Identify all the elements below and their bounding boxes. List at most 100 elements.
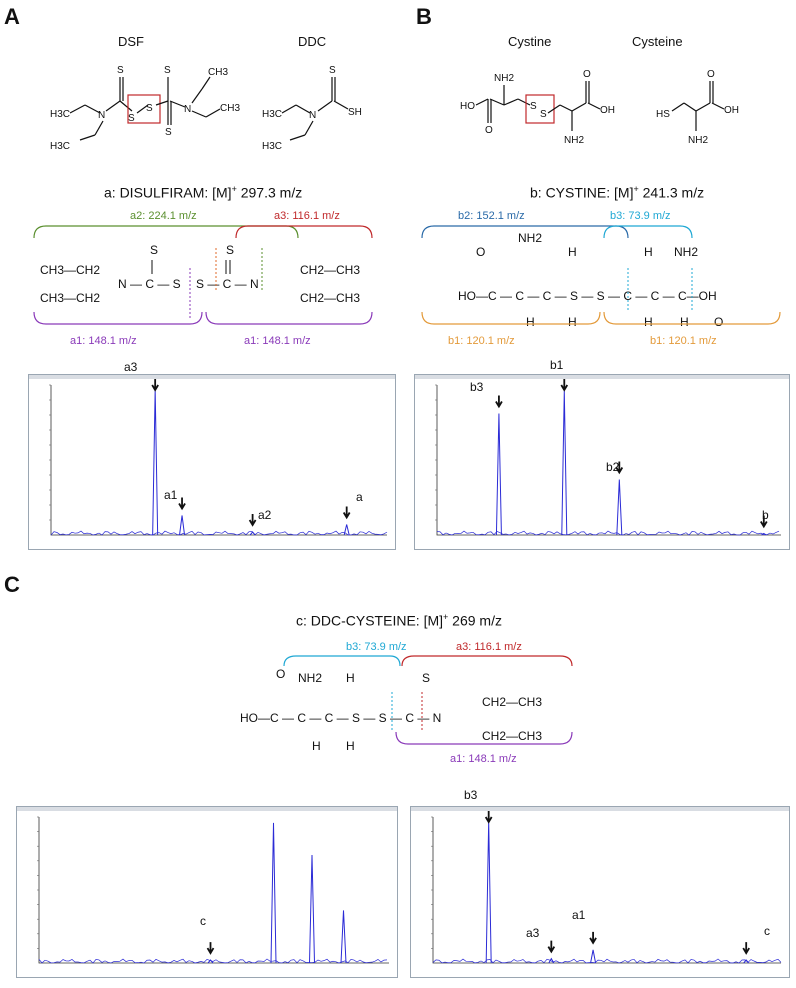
svg-text:HO: HO (460, 101, 475, 112)
svg-text:O: O (707, 69, 715, 80)
svg-text:NH2: NH2 (674, 245, 698, 259)
baseline-trace (50, 530, 388, 536)
frag-b3-label: b3: 73.9 m/z (610, 210, 671, 222)
svg-text:NH2: NH2 (688, 135, 708, 146)
spectrum-a (28, 374, 396, 550)
spectrum-peak (343, 524, 350, 536)
peak-arrow (178, 497, 186, 511)
svg-text:S: S (150, 243, 158, 257)
spectrum-c-left (16, 806, 398, 978)
spectrum-peak (179, 515, 186, 536)
svg-text:N — C — S: N — C — S (118, 277, 181, 291)
peak-label-c-b3: b3 (464, 788, 478, 802)
svg-text:H3C: H3C (50, 141, 70, 152)
svg-text:HO—C — C — C — S — S — C — N: HO—C — C — C — S — S — C — N (240, 711, 441, 725)
disulfiram-title: a: DISULFIRAM: [M]+ 297.3 m/z (104, 184, 303, 201)
spectrum-peak (207, 959, 214, 964)
svg-text:S: S (540, 109, 547, 120)
spectrum-c-left-header (17, 807, 397, 811)
svg-text:HO—C — C — C — S — S — C — C —: HO—C — C — C — S — S — C — C — C—OH (458, 289, 717, 303)
peak-label-b: b (762, 508, 769, 522)
svg-text:O: O (476, 245, 485, 259)
svg-text:CH2—CH3: CH2—CH3 (482, 695, 542, 709)
ddc-cysteine-fragmentation: b3: 73.9 m/z a3: 116.1 m/z O NH2 H S HO—… (240, 641, 573, 765)
svg-text:CH3: CH3 (220, 103, 240, 114)
frag-c-b3-label: b3: 73.9 m/z (346, 641, 407, 653)
spectrum-peak (743, 959, 750, 964)
peak-arrow (742, 942, 750, 955)
peak-label-a2: a2 (258, 508, 272, 522)
dsf-label: DSF (118, 34, 144, 49)
frag-b1-left-label: b1: 120.1 m/z (448, 335, 515, 347)
peak-arrow (760, 515, 768, 529)
peak-label-a1: a1 (164, 488, 178, 502)
peak-arrow (589, 931, 597, 945)
cysteine-label: Cysteine (632, 34, 683, 49)
spectrum-b-header (415, 375, 789, 379)
svg-text:S: S (117, 65, 124, 76)
svg-text:S: S (422, 671, 430, 685)
peak-label-c-right: c (764, 924, 770, 938)
svg-text:H: H (568, 315, 577, 329)
spectrum-peak (340, 910, 347, 964)
svg-text:NH2: NH2 (564, 135, 584, 146)
svg-text:H3C: H3C (50, 109, 70, 120)
frag-c-a1-label: a1: 148.1 m/z (450, 753, 517, 765)
ddc-cysteine-title: c: DDC-CYSTEINE: [M]+ 269 m/z (296, 612, 502, 629)
cystine-title: b: CYSTINE: [M]+ 241.3 m/z (530, 184, 705, 201)
svg-text:O: O (714, 315, 723, 329)
peak-label-c-left: c (200, 914, 206, 928)
peak-label-a: a (356, 490, 363, 504)
svg-text:CH2—CH3: CH2—CH3 (482, 729, 542, 743)
peak-arrow (342, 506, 351, 520)
svg-text:SH: SH (348, 107, 362, 118)
svg-text:H: H (346, 739, 355, 753)
svg-text:H: H (346, 671, 355, 685)
peak-arrow (248, 514, 257, 527)
cystine-cysteine-structures: HO O NH2 S S NH2 O OH HS NH2 O OH (460, 69, 739, 146)
svg-text:CH3—CH2: CH3—CH2 (40, 291, 100, 305)
svg-text:CH2—CH3: CH2—CH3 (300, 291, 360, 305)
disulfiram-fragmentation: a2: 224.1 m/z a3: 116.1 m/z CH3—CH2 CH3—… (33, 210, 373, 347)
spectrum-peak (152, 389, 159, 536)
peak-label-b2: b2 (606, 460, 620, 474)
svg-text:OH: OH (724, 105, 739, 116)
spectrum-peak (270, 822, 277, 964)
peak-label-c-a1: a1 (572, 908, 586, 922)
spectrum-a-header (29, 375, 395, 379)
peak-arrow (484, 811, 493, 824)
svg-text:NH2: NH2 (518, 231, 542, 245)
svg-text:NH2: NH2 (494, 73, 514, 84)
spectrum-peak (761, 532, 767, 536)
frag-b1-right-label: b1: 120.1 m/z (650, 335, 717, 347)
spectrum-peak (249, 531, 256, 536)
peak-arrow (615, 461, 624, 475)
svg-text:H: H (644, 245, 653, 259)
frag-a1-left-label: a1: 148.1 m/z (70, 335, 137, 347)
svg-text:S: S (530, 101, 537, 112)
spectrum-peak (309, 854, 315, 964)
svg-text:S: S (146, 103, 153, 114)
panel-c-letter: C (4, 572, 20, 597)
spectrum-peak (485, 821, 492, 964)
spectrum-peak (616, 479, 623, 536)
svg-text:NH2: NH2 (298, 671, 322, 685)
panel-a-letter: A (4, 4, 20, 29)
svg-text:CH3: CH3 (208, 67, 228, 78)
svg-text:H3C: H3C (262, 141, 282, 152)
peak-arrow (547, 940, 556, 954)
baseline-trace (38, 958, 388, 964)
axis (50, 385, 387, 536)
baseline-trace (432, 958, 782, 964)
svg-text:O: O (583, 69, 591, 80)
peak-label-a3: a3 (124, 360, 138, 374)
spectrum-c-right-plot (431, 811, 782, 964)
spectrum-c-right (410, 806, 790, 978)
peak-label-c-a3: a3 (526, 926, 540, 940)
ddc-label: DDC (298, 34, 327, 49)
baseline-trace (436, 530, 780, 536)
svg-text:N: N (98, 110, 105, 121)
panel-b-letter: B (416, 4, 432, 29)
cystine-fragmentation: b2: 152.1 m/z b3: 73.9 m/z NH2 O H HO—C … (421, 210, 781, 347)
spectrum-b-plot (435, 379, 781, 536)
